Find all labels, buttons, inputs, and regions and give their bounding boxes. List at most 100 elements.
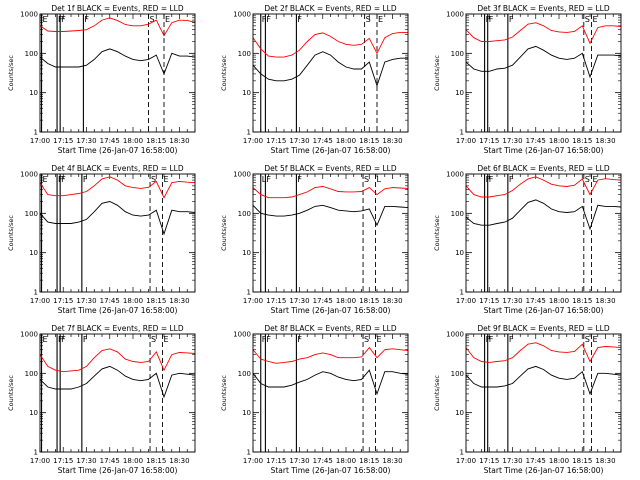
x-tick-label: 18:30 bbox=[169, 137, 189, 145]
chart-title: Det 3f BLACK = Events, RED = LLD bbox=[477, 4, 610, 13]
x-tick-label: 17:30 bbox=[289, 457, 309, 465]
chart-panel: Det 5f BLACK = Events, RED = LLD Counts/s… bbox=[220, 164, 409, 315]
x-axis-label: Start Time (26-Jan-07 16:58:00) bbox=[58, 146, 178, 155]
series-line bbox=[252, 346, 409, 364]
y-tick-label: 1 bbox=[34, 449, 38, 457]
event-marker-label: F bbox=[262, 335, 267, 344]
y-axis-label: Counts/sec bbox=[7, 215, 15, 251]
x-tick-label: 17:15 bbox=[53, 457, 73, 465]
y-axis-label: Counts/sec bbox=[220, 215, 228, 251]
event-marker-label: E bbox=[163, 335, 168, 344]
x-tick-label: 17:15 bbox=[53, 297, 73, 305]
x-tick-label: 18:00 bbox=[336, 457, 356, 465]
x-tick-label: 17:00 bbox=[243, 137, 263, 145]
x-tick-label: 17:45 bbox=[100, 297, 120, 305]
event-marker-label: F bbox=[83, 335, 88, 344]
y-tick-label: 1 bbox=[247, 449, 251, 457]
x-tick-label: 17:00 bbox=[243, 297, 263, 305]
chart-panel: Det 9f BLACK = Events, RED = LLD Counts/s… bbox=[433, 324, 622, 475]
y-tick-label: 100 bbox=[25, 210, 38, 218]
x-tick-label: 17:45 bbox=[313, 137, 333, 145]
x-tick-label: 17:30 bbox=[502, 457, 522, 465]
y-tick-label: 10 bbox=[242, 409, 251, 417]
y-tick-label: 1000 bbox=[233, 11, 251, 19]
event-marker-label: E bbox=[43, 335, 48, 344]
x-tick-label: 17:15 bbox=[479, 137, 499, 145]
event-marker-label: E bbox=[43, 175, 48, 184]
event-marker-label: F bbox=[61, 175, 66, 184]
event-marker-label: F bbox=[509, 335, 514, 344]
x-axis-label: Start Time (26-Jan-07 16:58:00) bbox=[271, 466, 391, 475]
x-tick-label: 17:00 bbox=[30, 137, 50, 145]
x-axis-label: Start Time (26-Jan-07 16:58:00) bbox=[58, 306, 178, 315]
chart-panel: Det 7f BLACK = Events, RED = LLD Counts/s… bbox=[7, 324, 196, 475]
event-marker-label: E bbox=[165, 15, 170, 24]
event-marker-label: F bbox=[489, 175, 494, 184]
x-tick-label: 18:15 bbox=[146, 137, 166, 145]
x-tick-label: 17:30 bbox=[76, 297, 96, 305]
y-tick-label: 1 bbox=[34, 289, 38, 297]
x-tick-label: 17:45 bbox=[100, 137, 120, 145]
event-marker-label: S bbox=[585, 15, 590, 24]
y-tick-label: 1000 bbox=[233, 171, 251, 179]
x-tick-label: 17:15 bbox=[266, 457, 286, 465]
x-tick-label: 17:30 bbox=[76, 457, 96, 465]
event-marker-label: F bbox=[61, 335, 66, 344]
y-tick-label: 1 bbox=[34, 129, 38, 137]
event-marker-label: F bbox=[266, 15, 271, 24]
event-marker-label: L bbox=[376, 175, 381, 184]
y-tick-label: 1000 bbox=[20, 11, 38, 19]
plot-frame bbox=[252, 173, 409, 293]
plot-frame bbox=[465, 173, 622, 293]
series-line bbox=[252, 204, 409, 227]
event-marker-label: L bbox=[262, 175, 267, 184]
y-tick-label: 100 bbox=[25, 50, 38, 58]
event-marker-label: F bbox=[486, 175, 491, 184]
x-tick-label: 17:00 bbox=[456, 457, 476, 465]
x-tick-label: 18:00 bbox=[336, 297, 356, 305]
x-tick-label: 17:15 bbox=[266, 297, 286, 305]
series-line bbox=[39, 365, 196, 399]
chart-panel: Det 4f BLACK = Events, RED = LLD Counts/s… bbox=[7, 164, 196, 315]
series-line bbox=[252, 369, 409, 396]
y-tick-label: 10 bbox=[29, 409, 38, 417]
event-marker-label: S bbox=[150, 15, 155, 24]
event-marker-label: F bbox=[297, 15, 302, 24]
event-marker-label: S bbox=[151, 335, 156, 344]
event-marker-label: F bbox=[489, 15, 494, 24]
y-axis-label: Counts/sec bbox=[220, 55, 228, 91]
y-axis-label: Counts/sec bbox=[433, 55, 441, 91]
x-tick-label: 18:30 bbox=[595, 297, 615, 305]
event-marker-label: E bbox=[593, 335, 598, 344]
chart-panel: Det 2f BLACK = Events, RED = LLD Counts/s… bbox=[220, 4, 409, 155]
x-tick-label: 17:15 bbox=[479, 457, 499, 465]
event-marker-label: S bbox=[585, 175, 590, 184]
chart-title: Det 1f BLACK = Events, RED = LLD bbox=[51, 4, 184, 13]
y-tick-label: 1000 bbox=[446, 11, 464, 19]
x-tick-label: 18:15 bbox=[359, 457, 379, 465]
y-axis-label: Counts/sec bbox=[433, 375, 441, 411]
x-tick-label: 17:00 bbox=[456, 137, 476, 145]
chart-title: Det 2f BLACK = Events, RED = LLD bbox=[264, 4, 397, 13]
x-tick-label: 18:30 bbox=[595, 137, 615, 145]
chart-title: Det 9f BLACK = Events, RED = LLD bbox=[477, 324, 610, 333]
plot-frame bbox=[465, 333, 622, 453]
chart-panel: Det 6f BLACK = Events, RED = LLD Counts/s… bbox=[433, 164, 622, 315]
series-line bbox=[39, 176, 196, 199]
plot-frame bbox=[465, 13, 622, 133]
event-marker-label: S bbox=[364, 175, 369, 184]
y-axis-label: Counts/sec bbox=[7, 55, 15, 91]
x-tick-label: 18:00 bbox=[549, 297, 569, 305]
y-tick-label: 1 bbox=[460, 129, 464, 137]
x-tick-label: 17:15 bbox=[266, 137, 286, 145]
y-tick-label: 100 bbox=[238, 50, 251, 58]
chart-title: Det 5f BLACK = Events, RED = LLD bbox=[264, 164, 397, 173]
x-tick-label: 17:00 bbox=[456, 297, 476, 305]
series-line bbox=[39, 17, 196, 37]
event-marker-label: F bbox=[84, 15, 89, 24]
x-tick-label: 18:30 bbox=[595, 457, 615, 465]
chart-panel: Det 8f BLACK = Events, RED = LLD Counts/s… bbox=[220, 324, 409, 475]
event-marker-label: F bbox=[58, 335, 63, 344]
event-marker-label: F bbox=[58, 15, 63, 24]
